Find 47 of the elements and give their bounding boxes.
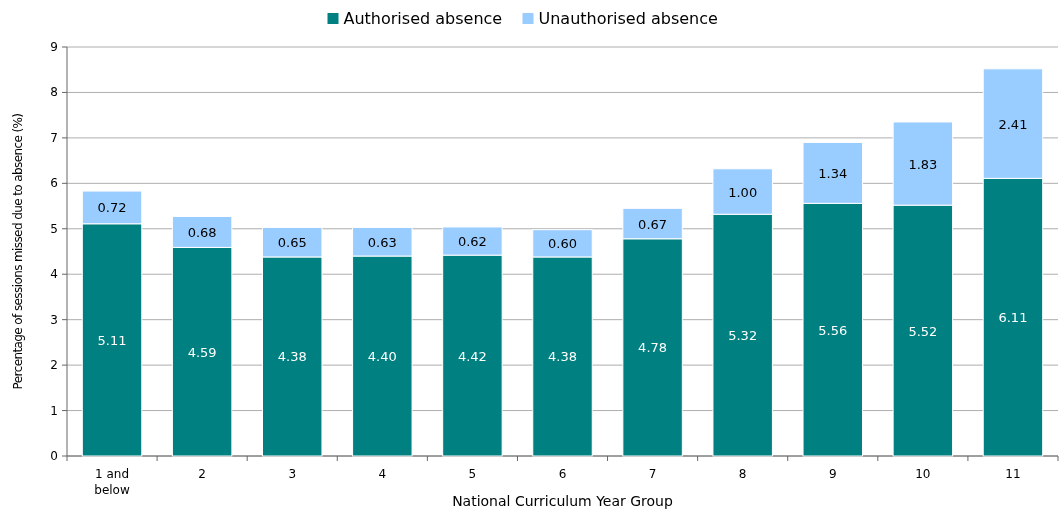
data-label: 5.56 — [818, 322, 848, 338]
data-label: 1.34 — [818, 165, 848, 181]
y-tick-label: 5 — [50, 221, 58, 236]
data-label: 4.38 — [277, 349, 307, 365]
data-label: 1.83 — [908, 156, 938, 172]
data-label: 1.00 — [728, 184, 758, 200]
data-label: 0.62 — [457, 234, 487, 250]
y-tick-label: 2 — [50, 358, 58, 373]
x-axis-title: National Curriculum Year Group — [452, 493, 673, 509]
data-label: 4.38 — [548, 349, 577, 365]
x-tick-label: 6 — [558, 467, 567, 481]
y-axis-title: Percentage of sessions missed due to absence (%) — [11, 113, 25, 390]
data-label: 0.72 — [97, 200, 127, 216]
y-tick-label: 6 — [50, 176, 58, 191]
y-tick-label: 4 — [50, 267, 58, 282]
data-label: 0.65 — [277, 235, 307, 251]
y-tick-label: 8 — [50, 85, 58, 100]
data-label: 0.68 — [187, 224, 217, 240]
data-label: 4.40 — [367, 349, 397, 365]
data-label: 0.60 — [548, 236, 577, 252]
x-tick-label: 8 — [738, 467, 747, 481]
y-tick-label: 9 — [50, 40, 58, 54]
y-tick-label: 1 — [50, 403, 58, 418]
x-tick-label: 10 — [915, 467, 931, 481]
data-label: 5.32 — [728, 328, 758, 344]
data-label: 5.11 — [97, 332, 127, 348]
y-tick-label: 7 — [50, 130, 58, 145]
x-tick-label: 4 — [378, 467, 387, 481]
data-label: 6.11 — [998, 310, 1028, 326]
x-tick-label: 1 and below — [94, 467, 130, 497]
data-label: 2.41 — [998, 116, 1028, 132]
x-tick-label: 11 — [1005, 467, 1021, 481]
x-tick-label: 7 — [648, 467, 657, 481]
data-label: 4.42 — [457, 348, 487, 364]
x-tick-label: 9 — [828, 467, 837, 481]
x-tick-label: 5 — [468, 467, 477, 481]
data-label: 0.63 — [367, 234, 397, 250]
x-tick-label: 3 — [288, 467, 297, 481]
legend-label: Unauthorised absence — [538, 9, 718, 28]
y-tick-label: 0 — [50, 449, 58, 463]
x-tick-label: 2 — [198, 467, 206, 481]
data-label: 4.78 — [638, 340, 668, 356]
data-label: 0.67 — [638, 216, 668, 232]
data-label: 5.52 — [908, 323, 938, 339]
y-tick-label: 3 — [50, 312, 58, 327]
data-label: 4.59 — [187, 344, 217, 360]
legend-label: Authorised absence — [343, 9, 503, 28]
